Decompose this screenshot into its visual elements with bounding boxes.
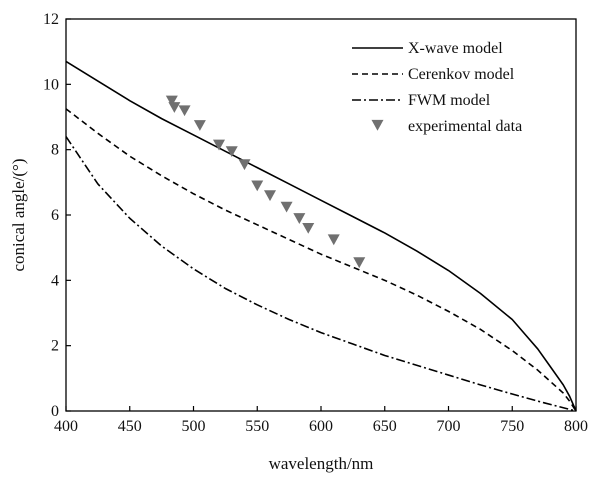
legend: X-wave model Cerenkov model FWM model exper… (352, 40, 522, 135)
legend-entry: experimental data (371, 118, 522, 135)
series-line-cerenkov-model (65, 108, 577, 412)
x-tick-label: 650 (373, 418, 397, 435)
data-point (165, 95, 178, 107)
ticks: 400 450 500 550 600 650 700 750 800 0 2 4 6 8 10 12 (43, 11, 588, 435)
x-tick-label: 400 (54, 418, 78, 435)
data-point (193, 120, 206, 131)
data-point (178, 105, 191, 117)
y-tick-label: 10 (43, 76, 59, 93)
legend-label: experimental data (408, 118, 522, 135)
y-tick-label: 6 (51, 207, 59, 224)
legend-entry: FWM model (352, 92, 491, 109)
y-tick-label: 2 (51, 338, 59, 355)
data-point (225, 146, 238, 157)
x-tick-label: 800 (564, 418, 588, 435)
x-tick-label: 450 (118, 418, 142, 435)
legend-entry: Cerenkov model (352, 66, 515, 83)
data-point (213, 139, 225, 151)
legend-entry: X-wave model (352, 40, 503, 57)
x-tick-label: 500 (182, 418, 206, 435)
x-axis-title: wavelength/nm (269, 454, 374, 473)
series-experimental-data (165, 95, 366, 269)
y-tick-label: 8 (51, 142, 59, 159)
legend-label: Cerenkov model (408, 66, 515, 83)
y-axis-title: conical angle/(°) (9, 159, 28, 272)
legend-label: X-wave model (408, 40, 503, 57)
y-tick-label: 0 (51, 403, 59, 420)
x-tick-label: 750 (500, 418, 524, 435)
data-point (238, 159, 251, 171)
data-point (302, 222, 315, 234)
x-tick-label: 550 (245, 418, 269, 435)
series-layer (65, 60, 577, 412)
x-tick-label: 600 (309, 418, 333, 435)
data-point (327, 234, 340, 246)
data-point (251, 180, 264, 192)
legend-label: FWM model (408, 92, 491, 109)
y-tick-label: 12 (43, 11, 59, 28)
data-point (168, 102, 181, 113)
data-point (293, 213, 306, 224)
x-tick-label: 700 (437, 418, 461, 435)
series-line-fwm-model (65, 136, 577, 412)
legend-marker (371, 119, 384, 131)
data-point (264, 190, 276, 202)
y-tick-label: 4 (51, 272, 59, 289)
series-line-x-wave-model (65, 60, 577, 412)
data-point (280, 201, 293, 213)
data-point (353, 257, 366, 269)
